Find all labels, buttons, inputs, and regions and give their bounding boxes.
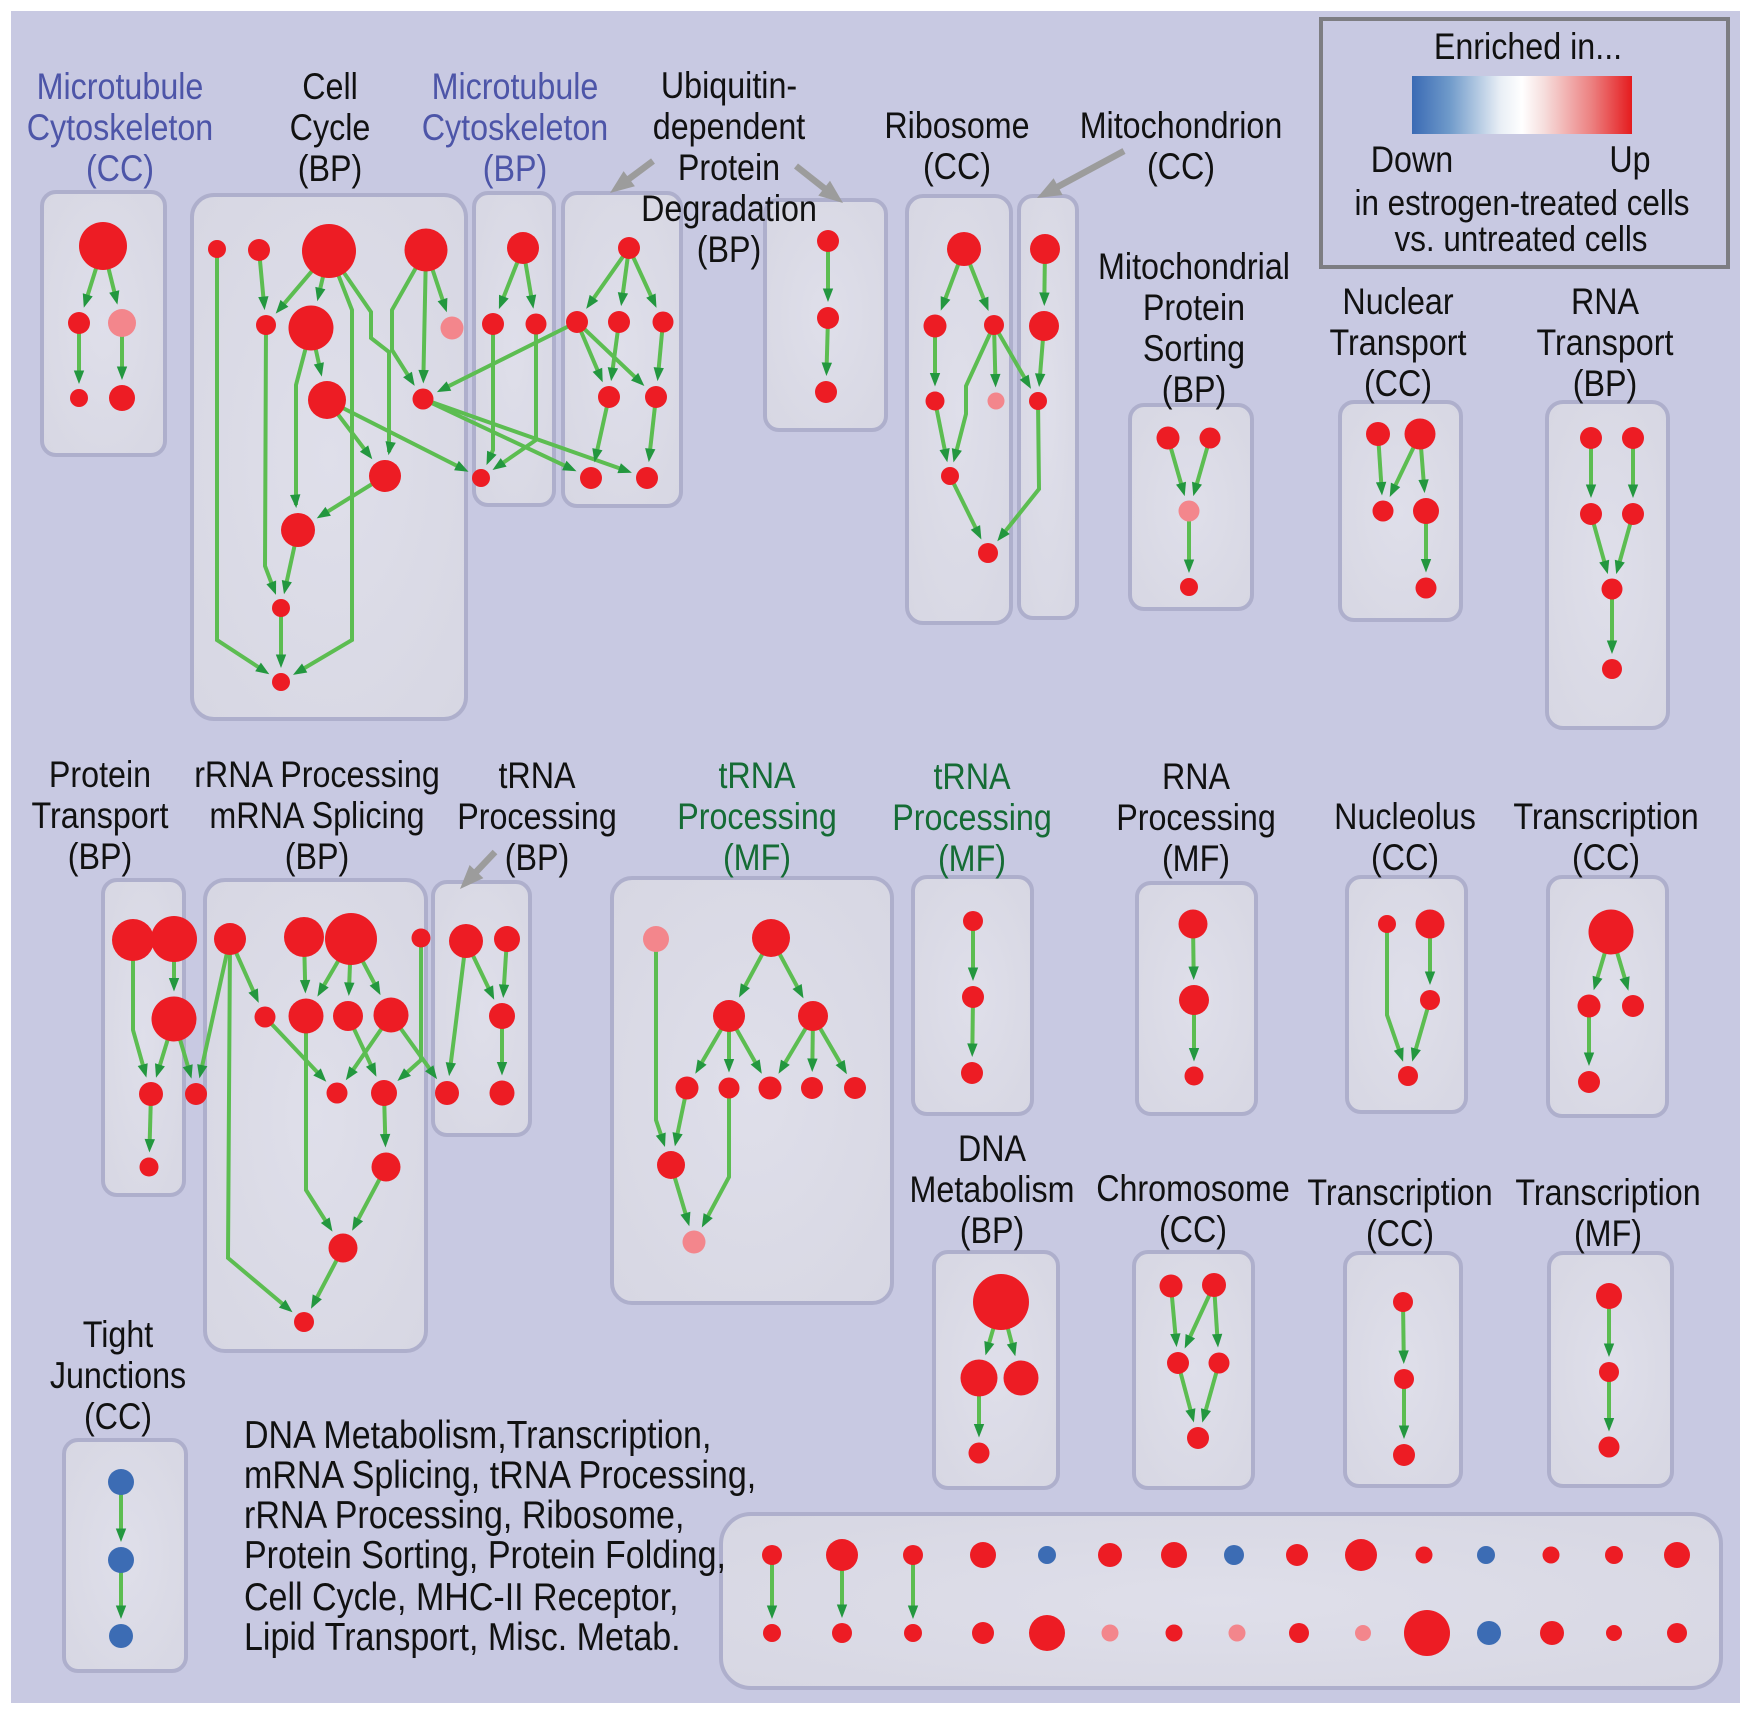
- svg-text:(CC): (CC): [1366, 1213, 1434, 1254]
- svg-text:Transport: Transport: [1537, 322, 1675, 363]
- svg-text:Chromosome: Chromosome: [1096, 1168, 1290, 1209]
- svg-text:DNA: DNA: [958, 1128, 1026, 1169]
- svg-text:(BP): (BP): [1162, 369, 1227, 410]
- svg-text:tRNA: tRNA: [933, 756, 1010, 797]
- svg-text:Up: Up: [1609, 139, 1650, 180]
- svg-text:dependent: dependent: [653, 106, 806, 147]
- svg-text:Nuclear: Nuclear: [1342, 281, 1453, 322]
- svg-text:(BP): (BP): [505, 837, 570, 878]
- svg-text:(CC): (CC): [84, 1396, 152, 1437]
- svg-text:Protein: Protein: [1143, 287, 1245, 328]
- svg-text:(BP): (BP): [483, 148, 548, 189]
- svg-text:Protein: Protein: [49, 754, 151, 795]
- svg-text:Microtubule: Microtubule: [37, 66, 204, 107]
- svg-text:(BP): (BP): [298, 148, 363, 189]
- svg-text:(CC): (CC): [86, 148, 154, 189]
- svg-text:Processing: Processing: [1116, 797, 1276, 838]
- svg-text:(BP): (BP): [285, 836, 350, 877]
- svg-text:RNA: RNA: [1571, 281, 1639, 322]
- svg-text:Sorting: Sorting: [1143, 328, 1245, 369]
- svg-text:Processing: Processing: [457, 796, 617, 837]
- svg-text:mRNA Splicing, tRNA Processing: mRNA Splicing, tRNA Processing,: [244, 1454, 756, 1497]
- svg-text:Transport: Transport: [32, 795, 170, 836]
- svg-text:tRNA: tRNA: [718, 755, 795, 796]
- svg-text:(CC): (CC): [1364, 363, 1432, 404]
- svg-text:(BP): (BP): [697, 229, 762, 270]
- svg-text:(CC): (CC): [1572, 837, 1640, 878]
- svg-text:DNA Metabolism,Transcription,: DNA Metabolism,Transcription,: [244, 1414, 711, 1457]
- svg-text:Protein: Protein: [678, 147, 780, 188]
- svg-text:RNA: RNA: [1162, 756, 1230, 797]
- svg-text:Cycle: Cycle: [290, 107, 371, 148]
- svg-text:(CC): (CC): [1159, 1209, 1227, 1250]
- svg-text:Transcription: Transcription: [1515, 1172, 1700, 1213]
- svg-text:Metabolism: Metabolism: [910, 1169, 1075, 1210]
- svg-text:vs. untreated cells: vs. untreated cells: [1395, 218, 1648, 259]
- svg-text:Processing: Processing: [892, 797, 1052, 838]
- svg-text:(BP): (BP): [1573, 363, 1638, 404]
- svg-text:Nucleolus: Nucleolus: [1334, 796, 1476, 837]
- svg-text:Microtubule: Microtubule: [432, 66, 599, 107]
- svg-text:Protein Sorting, Protein Foldi: Protein Sorting, Protein Folding,: [244, 1534, 726, 1577]
- svg-text:rRNA Processing: rRNA Processing: [194, 754, 440, 795]
- svg-text:(BP): (BP): [960, 1210, 1025, 1251]
- svg-text:Mitochondrial: Mitochondrial: [1098, 246, 1290, 287]
- svg-text:tRNA: tRNA: [498, 755, 575, 796]
- svg-text:(MF): (MF): [723, 837, 791, 878]
- svg-text:Ubiquitin-: Ubiquitin-: [661, 65, 797, 106]
- svg-text:Transcription: Transcription: [1513, 796, 1698, 837]
- svg-text:Mitochondrion: Mitochondrion: [1080, 105, 1283, 146]
- svg-text:(MF): (MF): [938, 838, 1006, 879]
- svg-text:Cytoskeleton: Cytoskeleton: [27, 107, 214, 148]
- svg-text:rRNA Processing, Ribosome,: rRNA Processing, Ribosome,: [244, 1494, 684, 1537]
- svg-text:Degradation: Degradation: [641, 188, 817, 229]
- svg-text:mRNA Splicing: mRNA Splicing: [209, 795, 424, 836]
- svg-text:Cell Cycle, MHC-II Receptor,: Cell Cycle, MHC-II Receptor,: [244, 1576, 679, 1619]
- svg-text:(CC): (CC): [923, 146, 991, 187]
- svg-text:Ribosome: Ribosome: [884, 105, 1029, 146]
- svg-text:(CC): (CC): [1147, 146, 1215, 187]
- svg-text:Down: Down: [1371, 139, 1454, 180]
- svg-text:Cell: Cell: [302, 66, 358, 107]
- svg-text:(MF): (MF): [1574, 1213, 1642, 1254]
- svg-text:(BP): (BP): [68, 836, 133, 877]
- svg-text:Transcription: Transcription: [1307, 1172, 1492, 1213]
- svg-text:Tight: Tight: [83, 1314, 154, 1355]
- svg-text:Enriched in...: Enriched in...: [1434, 26, 1622, 67]
- svg-text:Junctions: Junctions: [50, 1355, 186, 1396]
- svg-text:Cytoskeleton: Cytoskeleton: [422, 107, 609, 148]
- svg-text:(MF): (MF): [1162, 838, 1230, 879]
- svg-text:(CC): (CC): [1371, 837, 1439, 878]
- svg-text:Lipid Transport, Misc. Metab.: Lipid Transport, Misc. Metab.: [244, 1616, 681, 1659]
- svg-text:in estrogen-treated cells: in estrogen-treated cells: [1355, 182, 1690, 223]
- svg-text:Transport: Transport: [1330, 322, 1468, 363]
- svg-text:Processing: Processing: [677, 796, 837, 837]
